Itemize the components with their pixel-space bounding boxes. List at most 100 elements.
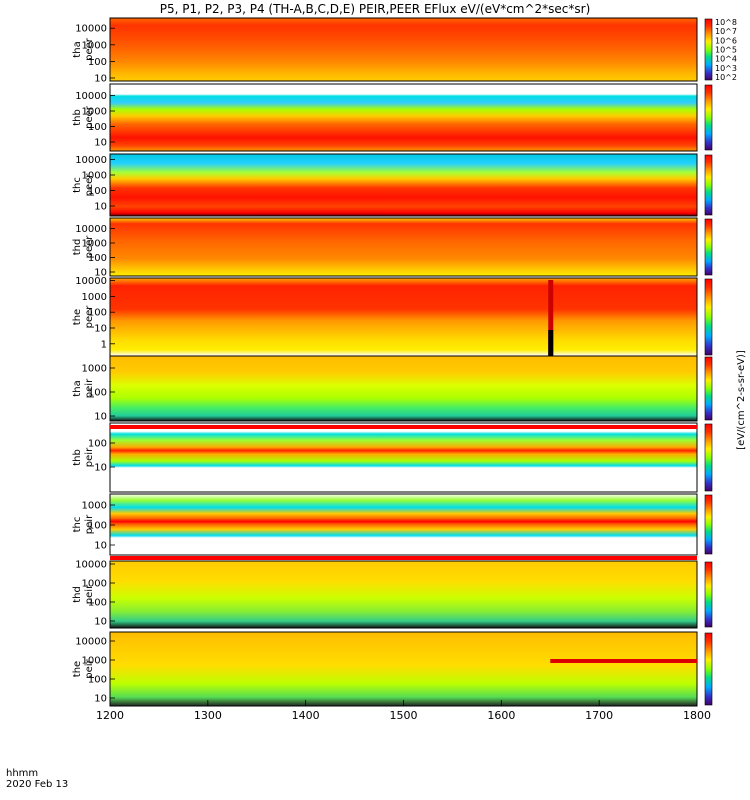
panel-label-probe-4: the [72,309,83,325]
spectrogram-panel-8 [110,561,697,628]
ytick-label: 10000 [75,155,107,166]
chart-title: P5, P1, P2, P3, P4 (TH-A,B,C,D,E) PEIR,P… [159,2,591,16]
spectrogram-panel-0 [110,18,697,81]
panel-label-probe-9: the [72,661,83,677]
spectrogram-panel-5 [110,356,697,421]
date-label: 2020 Feb 13 [6,779,69,790]
panel-frame-3 [109,217,698,277]
panel-frame-7 [109,493,698,556]
ytick-label: 1 [101,339,107,350]
ytick-label: 10 [94,412,107,423]
ytick-label: 10 [94,74,107,85]
colorbar-tick-label: 10^2 [715,73,737,82]
colorbar-2 [704,154,713,216]
panel-label-type-2: peer [84,173,95,197]
colorbar-tick-label: 10^6 [715,36,737,45]
ytick-label: 10 [94,617,107,628]
colorbar-6 [704,423,713,492]
separator-bar [110,556,697,560]
ytick-label: 1000 [82,40,107,51]
ytick-label: 10000 [75,91,107,102]
panel-label-probe-1: thb [72,109,83,126]
ytick-label: 10 [94,268,107,279]
colorbar-8 [704,561,713,628]
panel-frame-0 [109,17,698,82]
xtick-label: 1500 [390,709,418,722]
ytick-label: 1000 [82,292,107,303]
ytick-label: 100 [88,308,107,319]
ytick-label: 10000 [75,24,107,35]
ytick-label: 10 [94,202,107,213]
ytick-label: 1000 [82,656,107,667]
time-axis-label: hhmm [6,768,39,779]
ytick-label: 100 [88,122,107,133]
data-gap-streak [548,330,554,356]
xtick-label: 1800 [683,709,711,722]
xtick-label: 1600 [487,709,515,722]
colorbar-7 [704,494,713,555]
spectrogram-panel-9 [110,632,697,706]
panel-label-probe-8: thd [72,586,83,603]
panel-label-type-0: peer [84,37,95,61]
panel-label-probe-6: thb [72,449,83,466]
xtick-label: 1300 [194,709,222,722]
colorbar-5 [704,356,713,421]
colorbar-unit-label: [eV/(cm^2-s-sr-eV)] [736,350,747,450]
ytick-label: 1000 [82,501,107,512]
colorbar-3 [704,218,713,276]
ytick-label: 1000 [82,171,107,182]
colorbar-tick-label: 10^3 [715,64,737,73]
colorbar-4 [704,278,713,356]
spectrogram-panel-7 [110,494,697,555]
ytick-label: 100 [88,439,107,450]
ytick-label: 10 [94,541,107,552]
ytick-label: 10 [94,694,107,705]
panel-label-type-4: peer [84,305,95,329]
panel-label-probe-2: thc [72,177,83,193]
ytick-label: 1000 [82,579,107,590]
colorbar-tick-label: 10^5 [715,46,737,55]
panel-label-probe-0: tha [72,41,83,57]
ytick-label: 1000 [82,107,107,118]
spectrogram-panel-1 [110,84,697,151]
colorbar-1 [704,84,713,151]
ytick-label: 100 [88,186,107,197]
spectrogram-panel-4 [110,278,697,356]
spectrogram-panel-3 [110,218,697,276]
ytick-label: 10000 [75,637,107,648]
ytick-label: 10 [94,138,107,149]
xtick-label: 1400 [292,709,320,722]
ytick-label: 100 [88,388,107,399]
ytick-label: 10000 [75,560,107,571]
panel-label-probe-3: thd [72,239,83,256]
data-gap-streak [548,280,554,356]
ytick-label: 100 [88,675,107,686]
ytick-label: 100 [88,253,107,264]
colorbar-0 [704,18,713,81]
panel-label-probe-5: tha [72,380,83,396]
ytick-label: 10000 [75,224,107,235]
ytick-label: 100 [88,598,107,609]
ytick-label: 1000 [82,239,107,250]
separator-bar [110,425,697,429]
panel-frame-8 [109,560,698,629]
ytick-label: 1000 [82,364,107,375]
panel-label-type-7: peir [84,514,95,534]
panel-label-type-3: peer [84,235,95,259]
xtick-label: 1200 [96,709,124,722]
panel-frame-2 [109,153,698,217]
xtick-label: 1700 [585,709,613,722]
panel-label-type-9: peir [84,658,95,678]
panel-frame-5 [109,355,698,422]
panel-label-type-8: peir [84,584,95,604]
panel-frame-1 [109,83,698,152]
panel-label-type-5: peir [84,378,95,398]
colorbar-tick-label: 10^8 [715,18,737,27]
colorbar-tick-label: 10^7 [715,27,737,36]
colorbar-9 [704,632,713,706]
panel-label-type-1: peer [84,105,95,129]
ytick-label: 10 [94,463,107,474]
ytick-label: 10 [94,324,107,335]
separator-bar [550,659,697,663]
